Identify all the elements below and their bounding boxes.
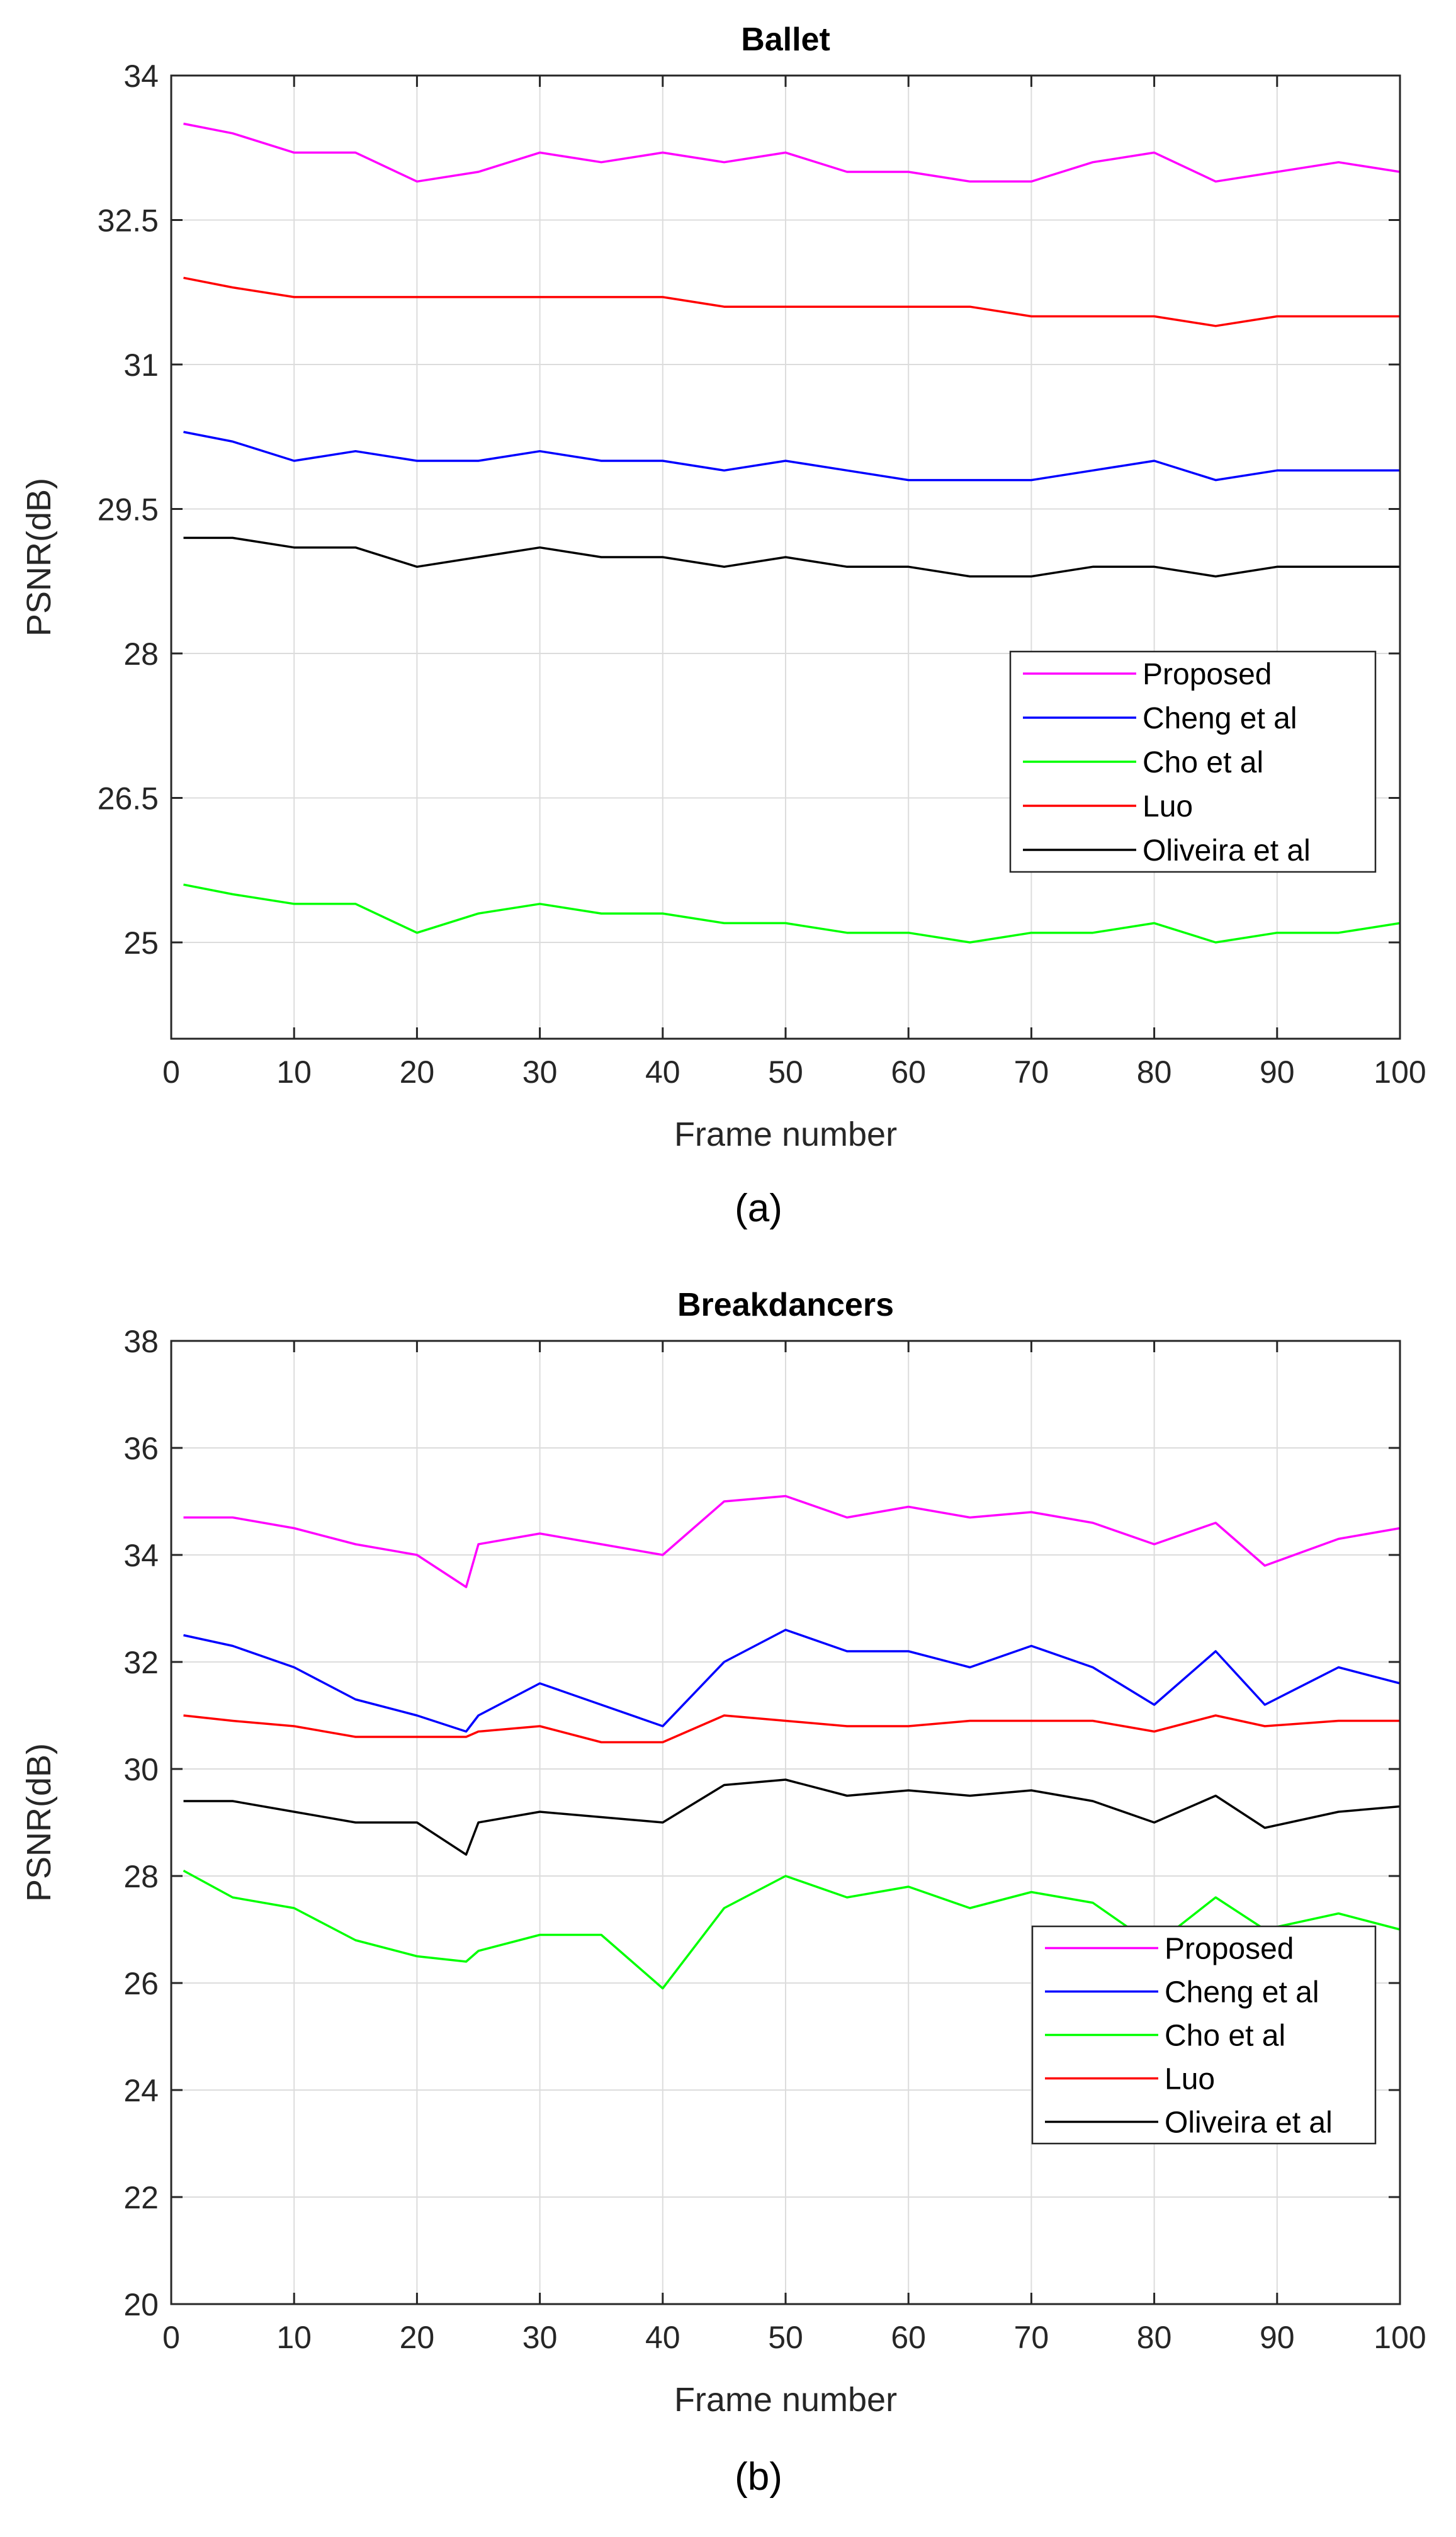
- y-tick-label: 24: [123, 2073, 159, 2108]
- legend-label: Cheng et al: [1143, 702, 1297, 735]
- x-tick-label: 30: [522, 1054, 558, 1090]
- y-axis-label: PSNR(dB): [20, 478, 58, 636]
- y-tick-label: 26.5: [98, 781, 159, 816]
- chart-ballet: 0 10 20 30 40 50 60 70 80 90 100 25 26.5 28 29.5 31 32.5…: [20, 21, 1426, 1230]
- legend-label: Cho et al: [1165, 2020, 1285, 2053]
- y-axis-label: PSNR(dB): [20, 1743, 58, 1902]
- legend-label: Luo: [1165, 2063, 1215, 2096]
- chart-breakdancers: 0 10 20 30 40 50 60 70 80 90 100 20 22 24 26 28 30 32 34 36…: [20, 1287, 1426, 2499]
- x-tick-label: 70: [1014, 1054, 1049, 1090]
- y-tick-label: 28: [123, 1859, 159, 1894]
- y-tick-label: 25: [123, 925, 159, 961]
- x-tick-label: 60: [891, 1054, 926, 1090]
- y-tick-label: 28: [123, 636, 159, 672]
- legend-label: Oliveira et al: [1165, 2106, 1333, 2140]
- series-group: [183, 122, 1401, 944]
- x-tick-label: 10: [276, 2320, 312, 2355]
- y-tick-label: 38: [123, 1324, 159, 1359]
- x-tick-label: 80: [1137, 2320, 1172, 2355]
- x-tick-label: 60: [891, 2320, 926, 2355]
- x-tick-label: 90: [1260, 2320, 1295, 2355]
- x-tick-label: 0: [162, 2320, 180, 2355]
- series-line-oliveira-et-al: [183, 536, 1400, 578]
- series-line-luo: [183, 276, 1400, 327]
- series-line-cho-et-al: [183, 1869, 1401, 1990]
- series-line-cho-et-al: [183, 883, 1401, 944]
- plot-frame: [170, 1340, 1401, 2305]
- legend-label: Luo: [1143, 790, 1193, 823]
- x-axis-label: Frame number: [674, 1116, 897, 1153]
- x-tick-label: 80: [1137, 1054, 1172, 1090]
- y-tick-label: 34: [123, 1538, 159, 1573]
- x-tick-label: 0: [162, 1054, 180, 1090]
- caption: (b): [735, 2455, 782, 2499]
- legend-label: Proposed: [1143, 658, 1272, 691]
- plot-frame: [170, 74, 1401, 1040]
- y-tick-label: 32: [123, 1645, 159, 1680]
- x-tick-label: 10: [276, 1054, 312, 1090]
- x-tick-label: 40: [645, 2320, 680, 2355]
- legend-label: Cho et al: [1143, 746, 1263, 779]
- y-tick-label: 31: [123, 347, 159, 383]
- caption: (a): [735, 1187, 782, 1230]
- x-tick-label: 20: [400, 2320, 435, 2355]
- x-tick-label: 20: [400, 1054, 435, 1090]
- x-tick-label: 50: [768, 2320, 803, 2355]
- y-tick-label: 30: [123, 1752, 159, 1787]
- x-axis-label: Frame number: [674, 2381, 897, 2419]
- y-tick-label: 26: [123, 1966, 159, 2001]
- x-tick-label: 70: [1014, 2320, 1049, 2355]
- legend: Proposed Cheng et al Cho et al Luo Oliveira …: [1031, 1925, 1377, 2145]
- series-line-oliveira-et-al: [183, 1778, 1401, 1856]
- legend-label: Proposed: [1165, 1933, 1294, 1966]
- series-group: [183, 1495, 1401, 1990]
- series-line-cheng-et-al: [183, 1629, 1401, 1733]
- series-line-proposed: [183, 122, 1401, 183]
- x-tick-label: 90: [1260, 1054, 1295, 1090]
- chart-title: Ballet: [741, 21, 830, 58]
- legend-label: Cheng et al: [1165, 1976, 1319, 2009]
- chart-title: Breakdancers: [677, 1287, 894, 1323]
- x-tick-label: 50: [768, 1054, 803, 1090]
- series-line-proposed: [183, 1495, 1401, 1588]
- legend: Proposed Cheng et al Cho et al Luo Oliveira …: [1009, 650, 1377, 873]
- series-line-cheng-et-al: [183, 431, 1400, 482]
- x-tick-label: 100: [1374, 2320, 1426, 2355]
- y-tick-label: 32.5: [98, 203, 159, 239]
- x-tick-label: 40: [645, 1054, 680, 1090]
- legend-label: Oliveira et al: [1143, 834, 1311, 867]
- y-tick-label: 29.5: [98, 492, 159, 528]
- y-tick-label: 34: [123, 59, 159, 94]
- y-tick-label: 22: [123, 2180, 159, 2215]
- y-tick-label: 36: [123, 1431, 159, 1466]
- y-tick-label: 20: [123, 2287, 159, 2322]
- series-line-luo: [183, 1714, 1400, 1744]
- x-tick-label: 100: [1374, 1054, 1426, 1090]
- ticks: 0 10 20 30 40 50 60 70 80 90 100 25 26.5 28 29.5 31 32.5…: [98, 59, 1426, 1090]
- x-tick-label: 30: [522, 2320, 558, 2355]
- ticks: 0 10 20 30 40 50 60 70 80 90 100 20 22 24 26 28 30 32 34 36…: [123, 1324, 1426, 2355]
